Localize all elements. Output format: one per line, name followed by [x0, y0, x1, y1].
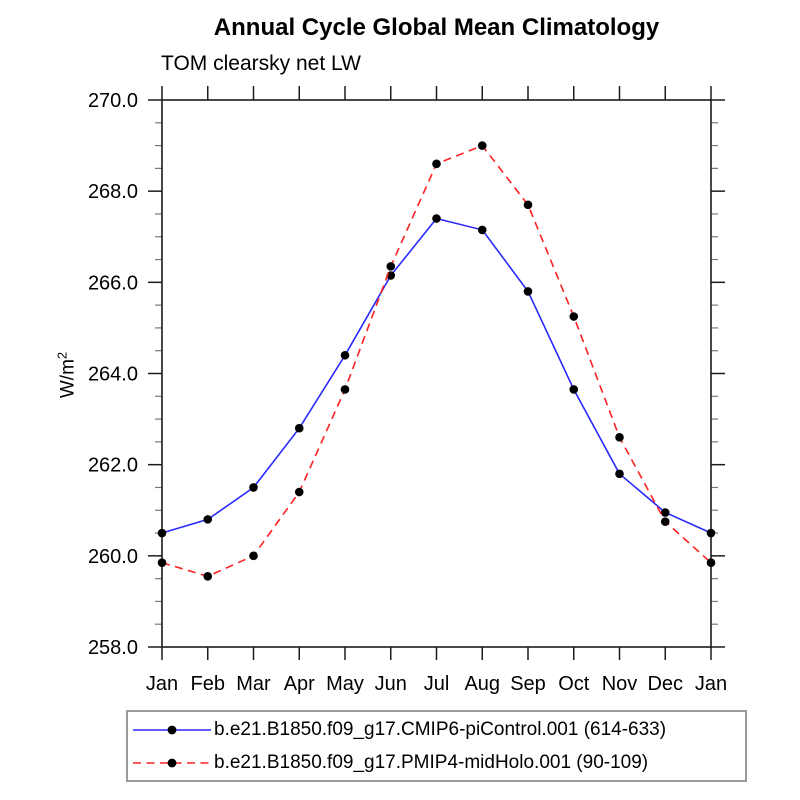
y-tick-label: 268.0	[88, 181, 138, 203]
x-tick-label: Dec	[647, 673, 683, 695]
data-point-marker	[477, 225, 487, 235]
x-tick-label: Oct	[558, 673, 590, 695]
data-point-marker	[523, 287, 533, 296]
x-tick-label: Feb	[191, 673, 225, 695]
x-tick-label: Jun	[375, 673, 407, 695]
legend-line-sample-solid	[133, 725, 211, 734]
plot-border	[161, 99, 712, 648]
data-point-marker	[340, 350, 350, 360]
data-point-marker	[203, 572, 213, 581]
x-tick-label: May	[326, 673, 364, 695]
series-line-1	[161, 144, 712, 578]
data-point-marker	[477, 141, 487, 150]
legend-label-picontrol: b.e21.B1850.f09_g17.CMIP6-piControl.001 …	[214, 719, 667, 740]
data-point-marker	[523, 200, 533, 210]
y-tick-label: 262.0	[88, 455, 138, 477]
data-point-marker	[706, 558, 716, 567]
data-point-marker	[294, 423, 304, 433]
data-point-marker	[615, 433, 624, 442]
data-point-marker	[386, 262, 396, 271]
data-point-marker	[615, 469, 624, 479]
data-point-marker	[432, 214, 441, 223]
data-point-marker	[660, 508, 670, 517]
data-point-marker	[569, 385, 579, 394]
x-tick-label: Mar	[236, 673, 271, 695]
legend-item-midholo: b.e21.B1850.f09_g17.PMIP4-midHolo.001 (9…	[130, 746, 745, 779]
legend-label-midholo: b.e21.B1850.f09_g17.PMIP4-midHolo.001 (9…	[214, 752, 649, 773]
data-point-marker	[157, 558, 167, 567]
data-point-marker	[706, 528, 716, 538]
data-point-marker	[569, 312, 579, 321]
legend-item-picontrol: b.e21.B1850.f09_g17.CMIP6-piControl.001 …	[130, 713, 745, 746]
data-point-marker	[432, 159, 441, 169]
chart-subtitle: TOM clearsky net LW	[161, 52, 361, 75]
x-tick-label: Jul	[424, 673, 450, 695]
data-point-marker	[249, 483, 258, 492]
data-point-marker	[203, 515, 213, 524]
y-tick-label: 266.0	[88, 272, 138, 294]
y-tick-label: 260.0	[88, 546, 138, 568]
y-tick-label: 258.0	[88, 637, 138, 659]
data-point-marker	[660, 517, 670, 526]
x-tick-label: Sep	[510, 673, 546, 695]
x-tick-label: Nov	[602, 673, 638, 695]
x-tick-label: Jan	[146, 673, 178, 695]
y-tick-label: 270.0	[88, 90, 138, 112]
y-tick-label: 264.0	[88, 364, 138, 386]
legend-line-sample-dashed	[133, 758, 211, 767]
x-tick-label: Jan	[695, 673, 727, 695]
data-point-marker	[294, 487, 304, 497]
x-tick-label: Apr	[284, 673, 315, 695]
x-tick-label: Aug	[464, 673, 500, 695]
legend: b.e21.B1850.f09_g17.CMIP6-piControl.001 …	[126, 710, 747, 782]
series-line-0	[161, 217, 712, 534]
data-point-marker	[340, 385, 350, 394]
data-point-marker	[249, 551, 258, 561]
chart-title: Annual Cycle Global Mean Climatology	[213, 14, 660, 41]
data-point-marker	[157, 528, 167, 538]
